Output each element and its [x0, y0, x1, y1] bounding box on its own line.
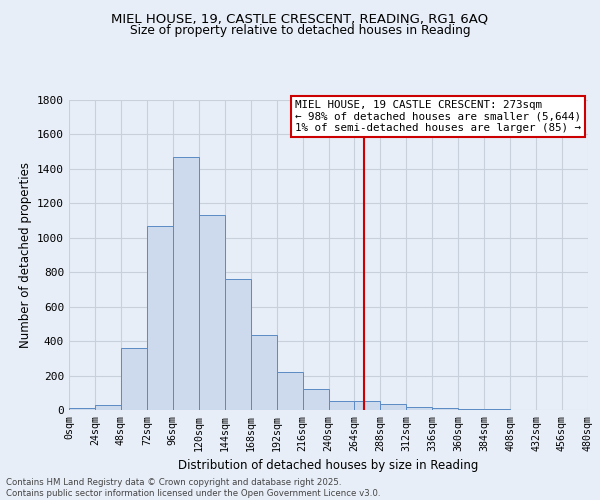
Bar: [329, 400, 355, 410]
Bar: [406, 406, 432, 410]
Bar: [380, 404, 406, 410]
Bar: [69, 408, 95, 410]
Text: Contains HM Land Registry data © Crown copyright and database right 2025.
Contai: Contains HM Land Registry data © Crown c…: [6, 478, 380, 498]
X-axis label: Distribution of detached houses by size in Reading: Distribution of detached houses by size …: [178, 459, 479, 472]
Bar: [225, 279, 251, 410]
Text: MIEL HOUSE, 19 CASTLE CRESCENT: 273sqm
← 98% of detached houses are smaller (5,6: MIEL HOUSE, 19 CASTLE CRESCENT: 273sqm ←…: [295, 100, 581, 133]
Bar: [251, 335, 277, 410]
Bar: [458, 409, 484, 410]
Bar: [95, 405, 121, 410]
Bar: [147, 226, 173, 410]
Bar: [432, 408, 458, 410]
Bar: [277, 372, 302, 410]
Y-axis label: Number of detached properties: Number of detached properties: [19, 162, 32, 348]
Bar: [355, 402, 380, 410]
Bar: [199, 216, 224, 410]
Text: MIEL HOUSE, 19, CASTLE CRESCENT, READING, RG1 6AQ: MIEL HOUSE, 19, CASTLE CRESCENT, READING…: [112, 12, 488, 26]
Bar: [173, 157, 199, 410]
Bar: [121, 348, 147, 410]
Bar: [302, 390, 329, 410]
Text: Size of property relative to detached houses in Reading: Size of property relative to detached ho…: [130, 24, 470, 37]
